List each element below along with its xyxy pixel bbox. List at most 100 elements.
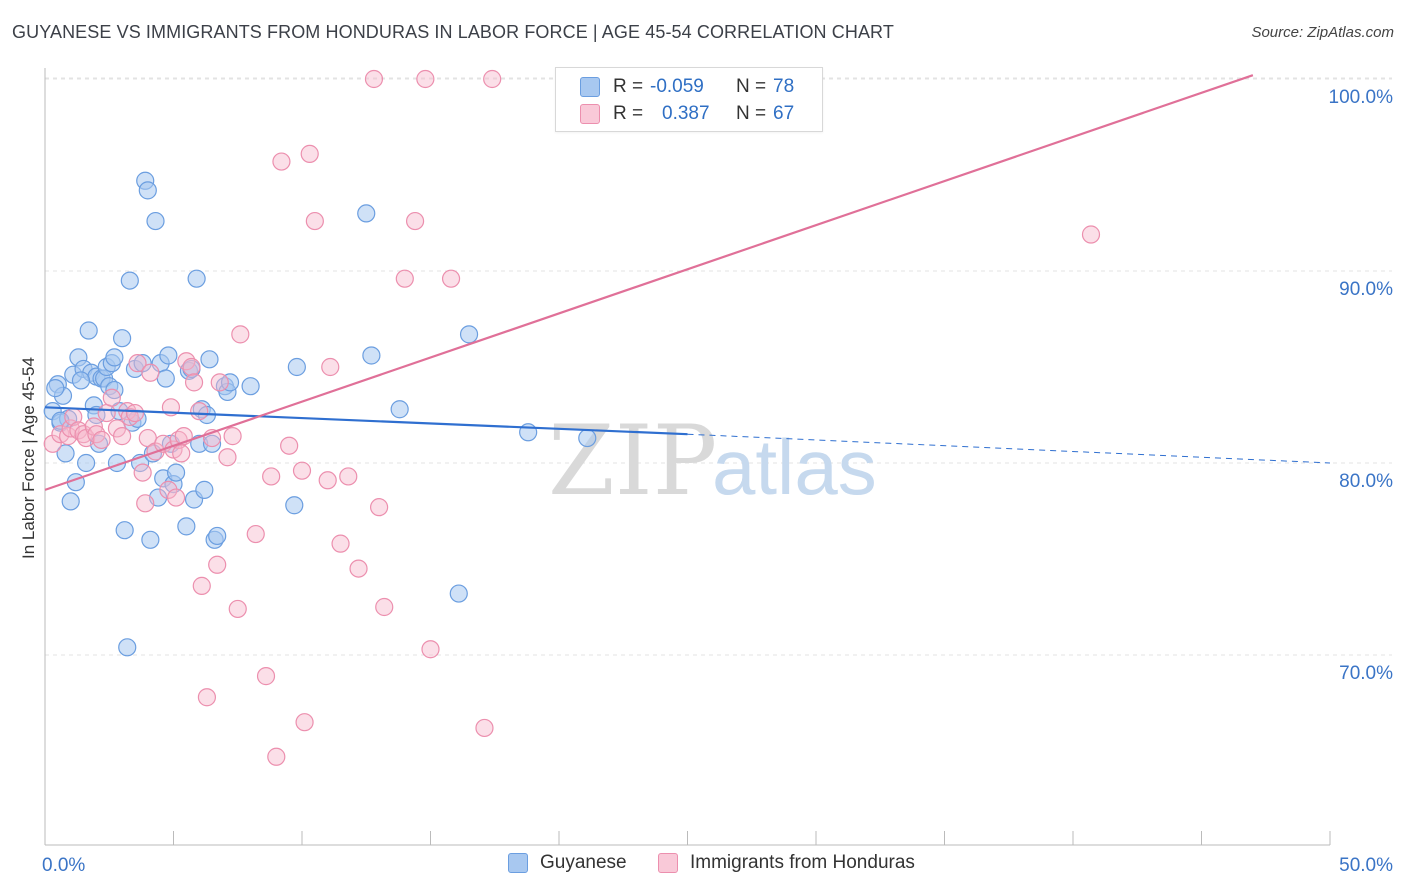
data-point-honduras — [483, 69, 502, 89]
data-point-guyanese — [287, 357, 306, 377]
data-point-guyanese — [118, 638, 137, 657]
data-point-guyanese — [202, 434, 222, 453]
y-axis-label: In Labor Force | Age 45-54 — [19, 357, 38, 559]
data-point-guyanese — [138, 181, 157, 200]
data-point-guyanese — [112, 329, 132, 348]
data-point-honduras — [184, 373, 204, 392]
data-point-guyanese — [390, 400, 409, 419]
source-label: Source: ZipAtlas.com — [1251, 24, 1394, 41]
data-point-honduras — [321, 357, 340, 377]
legend-n-value: 78 — [773, 76, 795, 97]
y-tick-label: 80.0% — [1339, 471, 1393, 492]
data-point-guyanese — [146, 211, 165, 231]
watermark-atlas: atlas — [712, 423, 877, 511]
data-point-guyanese — [56, 444, 75, 463]
bottom-legend-swatch-blue — [508, 853, 528, 873]
data-point-honduras — [128, 354, 147, 373]
data-point-honduras — [197, 688, 217, 707]
data-point-honduras — [349, 559, 368, 578]
data-point-honduras — [318, 471, 337, 490]
data-point-honduras — [208, 555, 227, 574]
data-point-guyanese — [449, 584, 468, 603]
data-point-honduras — [416, 69, 435, 89]
y-tick-label: 90.0% — [1339, 279, 1393, 300]
data-point-honduras — [331, 534, 350, 553]
data-point-honduras — [177, 352, 196, 371]
stats-legend: R = -0.059 N = 78 R = 0.387 N = 67 — [555, 67, 823, 132]
data-point-honduras — [210, 373, 229, 392]
data-point-guyanese — [220, 373, 240, 392]
trend-line-guyanese-extension — [687, 433, 1331, 464]
data-point-honduras — [190, 402, 209, 421]
data-point-guyanese — [71, 371, 91, 390]
data-point-honduras — [421, 640, 440, 659]
data-point-honduras — [218, 448, 237, 467]
trend-line-honduras — [44, 74, 1254, 491]
data-point-honduras — [223, 427, 242, 446]
data-point-honduras — [141, 363, 160, 382]
legend-n-value: 67 — [773, 103, 795, 124]
data-point-honduras — [125, 403, 145, 423]
data-point-honduras — [43, 434, 62, 453]
data-point-guyanese — [79, 321, 98, 340]
trend-lines — [44, 74, 1331, 491]
data-point-guyanese — [166, 463, 186, 482]
data-point-honduras — [1081, 225, 1101, 244]
data-point-honduras — [228, 599, 247, 619]
gridlines — [45, 77, 1392, 656]
data-point-honduras — [475, 718, 494, 738]
data-point-honduras — [97, 403, 116, 423]
data-point-guyanese — [133, 354, 152, 373]
axes — [44, 68, 1331, 846]
data-point-honduras — [256, 667, 276, 686]
data-point-guyanese — [357, 204, 376, 223]
data-point-honduras — [295, 713, 314, 732]
legend-n-label: N = — [736, 103, 767, 124]
data-point-guyanese — [285, 496, 304, 515]
data-point-guyanese — [141, 530, 160, 549]
data-point-honduras — [375, 597, 394, 617]
data-point-honduras — [364, 69, 384, 89]
bottom-legend-label: Immigrants from Honduras — [690, 852, 915, 873]
data-point-honduras — [192, 576, 211, 595]
data-point-honduras — [182, 357, 201, 377]
data-point-guyanese — [578, 428, 597, 448]
data-point-guyanese — [77, 453, 96, 473]
data-point-honduras — [305, 211, 324, 231]
data-point-honduras — [246, 524, 265, 544]
data-point-guyanese — [459, 325, 479, 344]
data-point-guyanese — [187, 269, 206, 288]
data-point-honduras — [441, 269, 461, 288]
data-point-honduras — [172, 444, 191, 463]
data-point-honduras — [102, 388, 121, 407]
bottom-legend-swatch-pink — [658, 853, 678, 873]
data-point-guyanese — [105, 348, 124, 367]
data-point-guyanese — [241, 377, 260, 396]
data-point-honduras — [136, 494, 155, 513]
data-point-honduras — [280, 436, 299, 455]
tick-labels: 70.0% 80.0% 90.0% 100.0% 0.0% 50.0% — [42, 87, 1393, 876]
data-point-honduras — [112, 427, 132, 446]
x-tick-label: 0.0% — [42, 855, 85, 876]
data-point-guyanese — [159, 346, 178, 365]
watermark-zip: ZIP — [548, 405, 717, 517]
watermark: ZIP atlas — [548, 405, 877, 517]
data-point-guyanese — [195, 480, 214, 499]
data-point-guyanese — [156, 369, 175, 388]
data-point-honduras — [292, 461, 312, 480]
chart-title: GUYANESE VS IMMIGRANTS FROM HONDURAS IN … — [12, 22, 894, 42]
data-point-honduras — [231, 325, 250, 344]
legend-swatch-pink — [580, 104, 600, 124]
data-point-honduras — [262, 467, 281, 486]
data-point-honduras — [92, 430, 111, 450]
data-point-honduras — [339, 467, 358, 486]
y-tick-label: 70.0% — [1339, 663, 1393, 684]
data-point-honduras — [159, 480, 178, 499]
data-point-guyanese — [115, 521, 134, 540]
legend-swatch-blue — [580, 77, 600, 97]
data-point-guyanese — [200, 350, 219, 369]
data-point-honduras — [267, 747, 286, 766]
data-point-honduras — [405, 211, 425, 231]
data-point-guyanese — [120, 271, 139, 290]
